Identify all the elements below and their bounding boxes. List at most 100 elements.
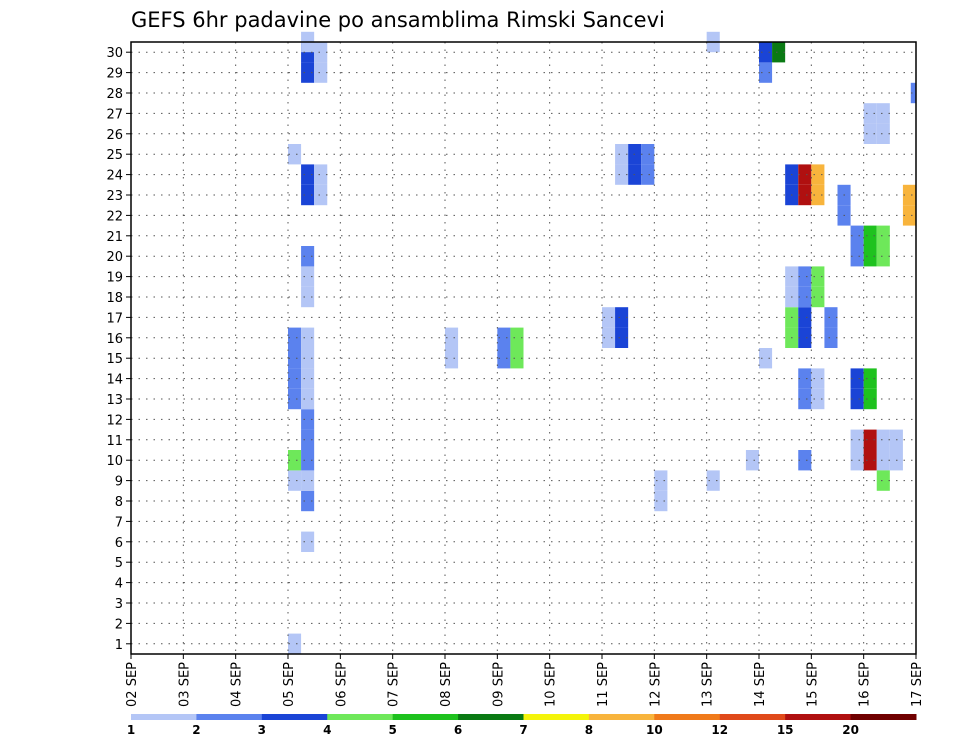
cell-22 [301, 164, 315, 185]
colorbar: 1 2 3 4 5 6 7 8 10 12 15 20 [127, 714, 917, 737]
cell-23 [314, 164, 328, 185]
colorbar-label-6: 7 [519, 723, 527, 737]
cell-32 [497, 348, 511, 369]
cell-47 [654, 470, 668, 491]
cell-6 [301, 450, 315, 471]
colorbar-label-10: 15 [777, 723, 794, 737]
cell-85 [863, 429, 877, 450]
y-tick-label-23: 23 [106, 189, 123, 204]
y-tick-label-26: 26 [106, 128, 123, 143]
colorbar-swatch-11 [850, 714, 917, 720]
cell-104 [902, 184, 916, 206]
cell-11 [288, 368, 302, 389]
cell-25 [301, 62, 315, 83]
cell-71 [798, 164, 812, 185]
cell-77 [811, 368, 825, 389]
y-tick-label-15: 15 [106, 352, 123, 367]
colorbar-label-9: 12 [711, 723, 728, 737]
y-tick-label-25: 25 [106, 148, 123, 163]
cell-103 [902, 205, 916, 226]
cell-13 [288, 348, 302, 369]
cell-94 [863, 246, 877, 267]
y-tick-label-3: 3 [115, 597, 123, 612]
cell-68 [798, 184, 812, 206]
cell-46 [654, 490, 668, 512]
cell-33 [510, 348, 524, 369]
cell-38 [602, 307, 616, 328]
colorbar-swatch-2 [261, 714, 328, 720]
cell-24 [288, 144, 302, 165]
x-tick-label-3: 05 SEP [282, 662, 297, 707]
cell-82 [876, 450, 890, 471]
cell-12 [301, 368, 315, 389]
y-tick-label-11: 11 [106, 434, 123, 449]
chart-title: GEFS 6hr padavine po ansamblima Rimski S… [131, 8, 665, 32]
cell-40 [615, 164, 629, 185]
y-tick-label-2: 2 [115, 617, 123, 632]
y-tick-label-22: 22 [106, 209, 123, 224]
cell-80 [850, 450, 864, 471]
cell-90 [863, 388, 877, 410]
cell-69 [811, 184, 825, 206]
cell-31 [445, 327, 459, 348]
y-tick-label-19: 19 [106, 271, 123, 286]
colorbar-label-4: 5 [388, 723, 396, 737]
cell-37 [615, 327, 629, 348]
cell-54 [772, 42, 786, 63]
cell-42 [641, 164, 655, 185]
cell-95 [876, 246, 890, 267]
x-tick-label-4: 06 SEP [334, 662, 349, 707]
cell-26 [314, 62, 328, 83]
cell-50 [745, 450, 759, 471]
data-cells [288, 31, 916, 654]
y-tick-label-24: 24 [106, 169, 123, 184]
cell-52 [759, 62, 773, 83]
y-tick-label-29: 29 [106, 67, 123, 82]
cell-9 [288, 388, 302, 410]
x-tick-label-1: 03 SEP [177, 662, 192, 707]
y-tick-label-28: 28 [106, 87, 123, 102]
y-tick-label-18: 18 [106, 291, 123, 306]
cell-5 [288, 450, 302, 471]
cell-62 [798, 286, 812, 308]
cell-39 [615, 307, 629, 328]
cell-48 [706, 470, 720, 491]
x-axis: 02 SEP 03 SEP 04 SEP 05 SEP 06 SEP 07 SEP 08 S… [125, 654, 925, 707]
y-tick-label-6: 6 [115, 536, 123, 551]
cell-73 [798, 450, 812, 471]
cell-56 [798, 327, 812, 348]
x-tick-label-2: 04 SEP [230, 662, 245, 707]
cell-101 [863, 103, 877, 124]
cell-28 [314, 42, 328, 63]
y-tick-label-16: 16 [106, 332, 123, 347]
colorbar-swatch-8 [654, 714, 721, 720]
cell-63 [811, 286, 825, 308]
cell-59 [798, 307, 812, 328]
y-tick-label-8: 8 [115, 495, 123, 510]
y-tick-label-9: 9 [115, 475, 123, 490]
cell-19 [301, 246, 315, 267]
cell-92 [863, 368, 877, 389]
cell-89 [850, 388, 864, 410]
x-tick-label-9: 11 SEP [596, 662, 611, 707]
cell-97 [863, 225, 877, 246]
colorbar-swatch-6 [523, 714, 590, 720]
y-tick-label-4: 4 [115, 577, 123, 592]
colorbar-label-8: 10 [646, 723, 663, 737]
cell-65 [798, 266, 812, 287]
x-tick-label-13: 15 SEP [805, 662, 820, 707]
cell-81 [863, 450, 877, 471]
cell-20 [301, 184, 315, 206]
y-axis: 1234567891011121314151617181920212223242… [106, 46, 131, 653]
cell-88 [876, 470, 890, 491]
y-tick-label-14: 14 [106, 373, 123, 388]
cell-35 [510, 327, 524, 348]
cell-4 [301, 470, 315, 491]
cell-18 [301, 266, 315, 287]
cell-45 [641, 144, 655, 165]
x-tick-label-10: 12 SEP [648, 662, 663, 707]
cell-8 [301, 409, 315, 430]
x-tick-label-8: 10 SEP [544, 662, 559, 707]
cell-3 [288, 470, 302, 491]
x-tick-label-14: 16 SEP [858, 662, 873, 707]
